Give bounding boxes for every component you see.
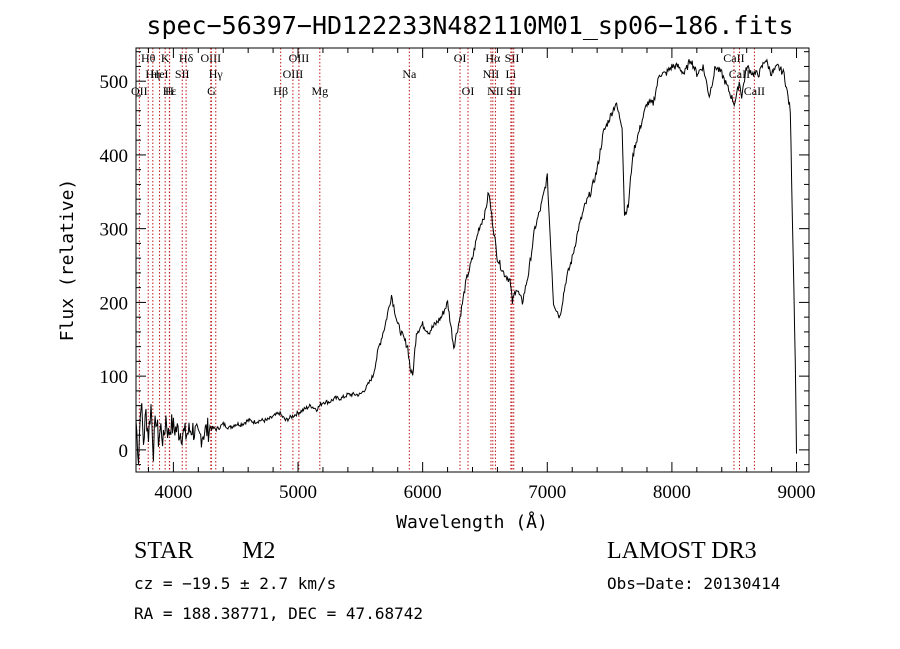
survey-name: LAMOST DR3	[607, 538, 757, 564]
x-tick-label-1: 5000	[279, 482, 317, 503]
line-marker-label-10: G	[207, 84, 216, 98]
line-marker-label-22: SII	[505, 51, 520, 65]
y-tick-label-4: 400	[100, 146, 129, 167]
y-tick-label-1: 100	[100, 367, 129, 388]
y-tick-label-5: 500	[100, 72, 129, 93]
line-marker-label-3: HeI	[151, 67, 169, 81]
line-marker-label-14: OIII	[289, 51, 310, 65]
line-marker-label-24: SII	[506, 84, 521, 98]
x-tick-label-5: 9000	[778, 482, 816, 503]
line-marker-label-7: SII	[175, 67, 190, 81]
sky-coordinates: RA = 188.38771, DEC = 47.68742	[134, 604, 423, 623]
line-marker-label-9: OIII	[200, 51, 221, 65]
line-marker-label-19: Hα	[485, 51, 501, 65]
line-marker-label-20: NII	[483, 67, 500, 81]
chart-title: spec−56397−HD122233N482110M01_sp06−186.f…	[146, 11, 793, 40]
line-marker-label-15: Mg	[311, 84, 328, 98]
line-marker-label-13: OIII	[283, 67, 304, 81]
object-subclass: M2	[242, 538, 276, 564]
line-marker-label-12: Hβ	[273, 84, 288, 98]
line-marker-label-11: Hγ	[209, 67, 224, 81]
x-tick-label-0: 4000	[154, 482, 192, 503]
line-marker-label-25: CaII	[723, 51, 744, 65]
object-class: STAR	[134, 538, 194, 564]
line-marker-label-27: CaII	[744, 84, 765, 98]
x-tick-label-2: 6000	[404, 482, 442, 503]
line-marker-label-17: OI	[454, 51, 467, 65]
y-tick-label-3: 300	[100, 220, 129, 241]
line-marker-label-21: NII	[487, 84, 504, 98]
line-marker-label-4: K	[161, 51, 170, 65]
line-marker-label-18: OI	[462, 84, 475, 98]
y-tick-label-0: 0	[119, 441, 129, 462]
line-marker-label-2: Hη	[145, 67, 160, 81]
x-axis-label: Wavelength (Å)	[396, 511, 548, 533]
redshift-velocity: cz = −19.5 ± 2.7 km/s	[134, 574, 337, 593]
line-marker-label-6: H	[165, 84, 174, 98]
x-tick-label-3: 7000	[528, 482, 566, 503]
spectrum-line	[135, 58, 797, 464]
line-marker-label-1: OII	[131, 84, 148, 98]
line-marker-label-0: Hθ	[141, 51, 156, 65]
y-tick-label-2: 200	[100, 293, 129, 314]
line-marker-label-16: Na	[402, 67, 417, 81]
plot-frame	[135, 47, 810, 473]
spectrum-series	[135, 58, 797, 464]
y-axis-label: Flux (relative)	[57, 179, 78, 342]
line-marker-label-8: Hδ	[179, 51, 194, 65]
axis-ticks: 4000 5000 6000 7000 8000 9000 0 100 200 300 400 500	[100, 48, 816, 503]
x-tick-label-4: 8000	[653, 482, 691, 503]
line-marker-label-23: Li	[506, 67, 517, 81]
observation-date: Obs−Date: 20130414	[607, 574, 781, 593]
